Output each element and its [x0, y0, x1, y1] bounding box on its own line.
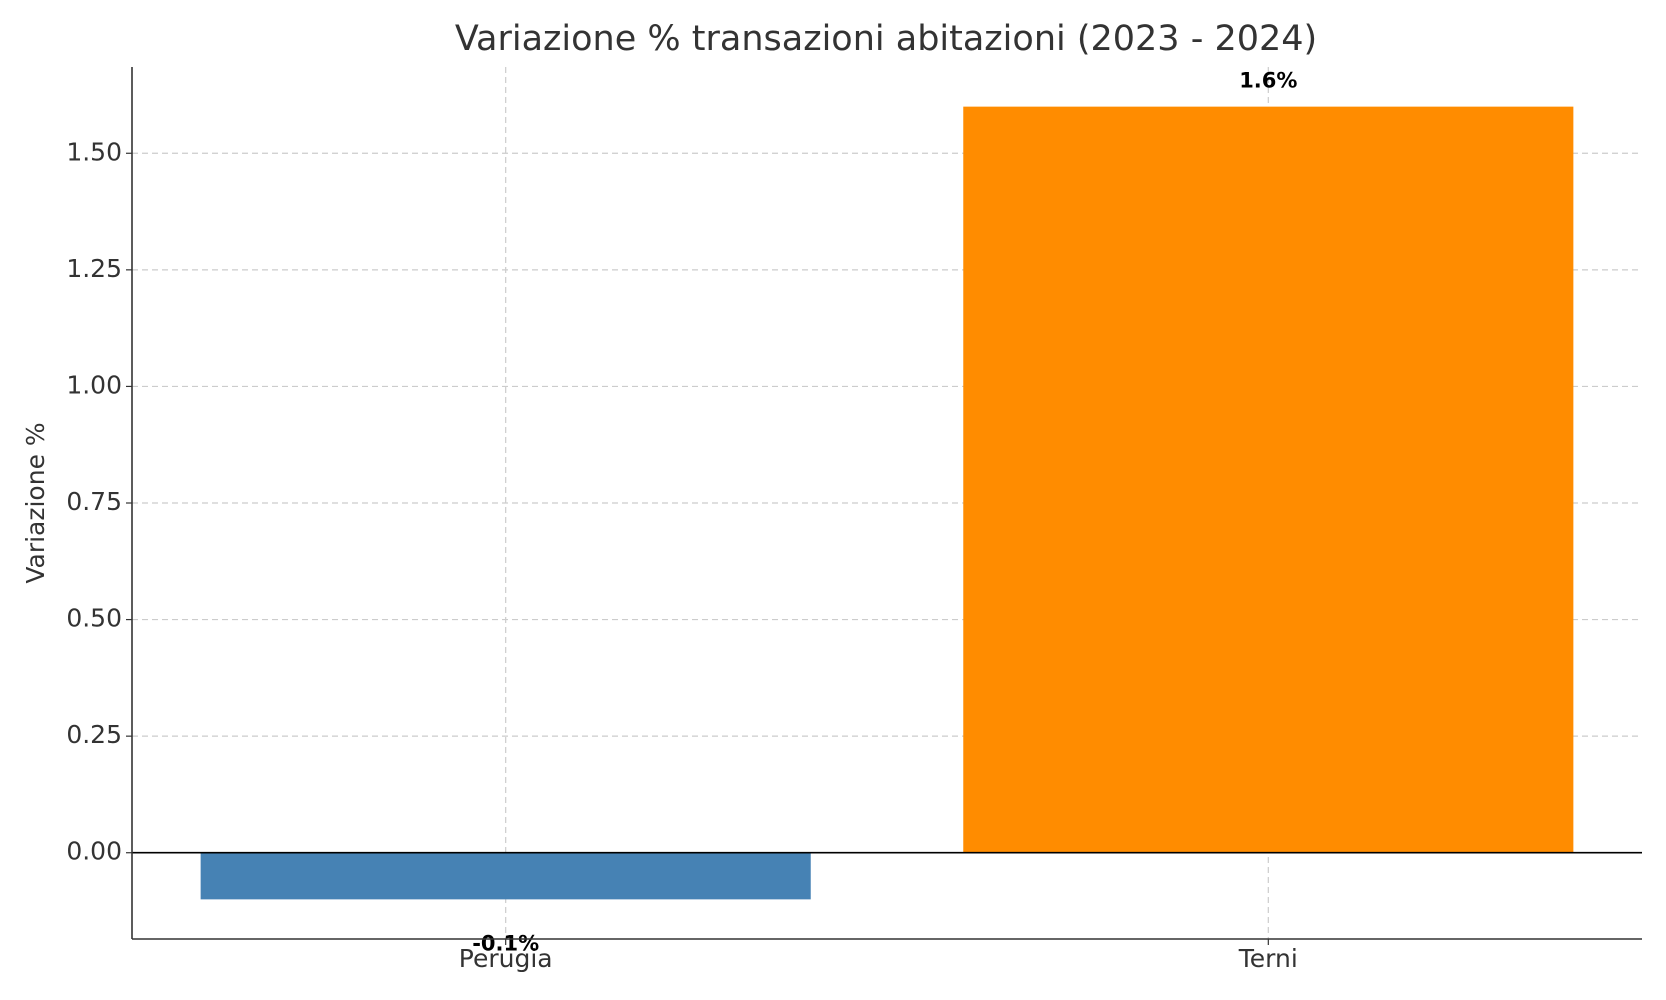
chart-title: Variazione % transazioni abitazioni (202… [455, 19, 1317, 59]
value-label: 1.6% [1239, 69, 1297, 93]
y-tick-label: 0.00 [66, 837, 122, 866]
y-tick-label: 1.25 [66, 254, 122, 283]
bar [200, 852, 811, 900]
y-tick-label: 0.75 [66, 487, 122, 516]
x-tick-label: Perugia [459, 944, 553, 973]
x-tick-label: Terni [1238, 944, 1298, 973]
value-label: -0.1% [472, 931, 539, 955]
y-tick-label: 1.00 [66, 370, 122, 399]
y-tick-label: 0.50 [66, 604, 122, 633]
bar [963, 106, 1574, 853]
y-axis-label: Variazione % [21, 422, 50, 583]
y-tick-label: 1.50 [66, 137, 122, 166]
y-tick-label: 0.25 [66, 720, 122, 749]
